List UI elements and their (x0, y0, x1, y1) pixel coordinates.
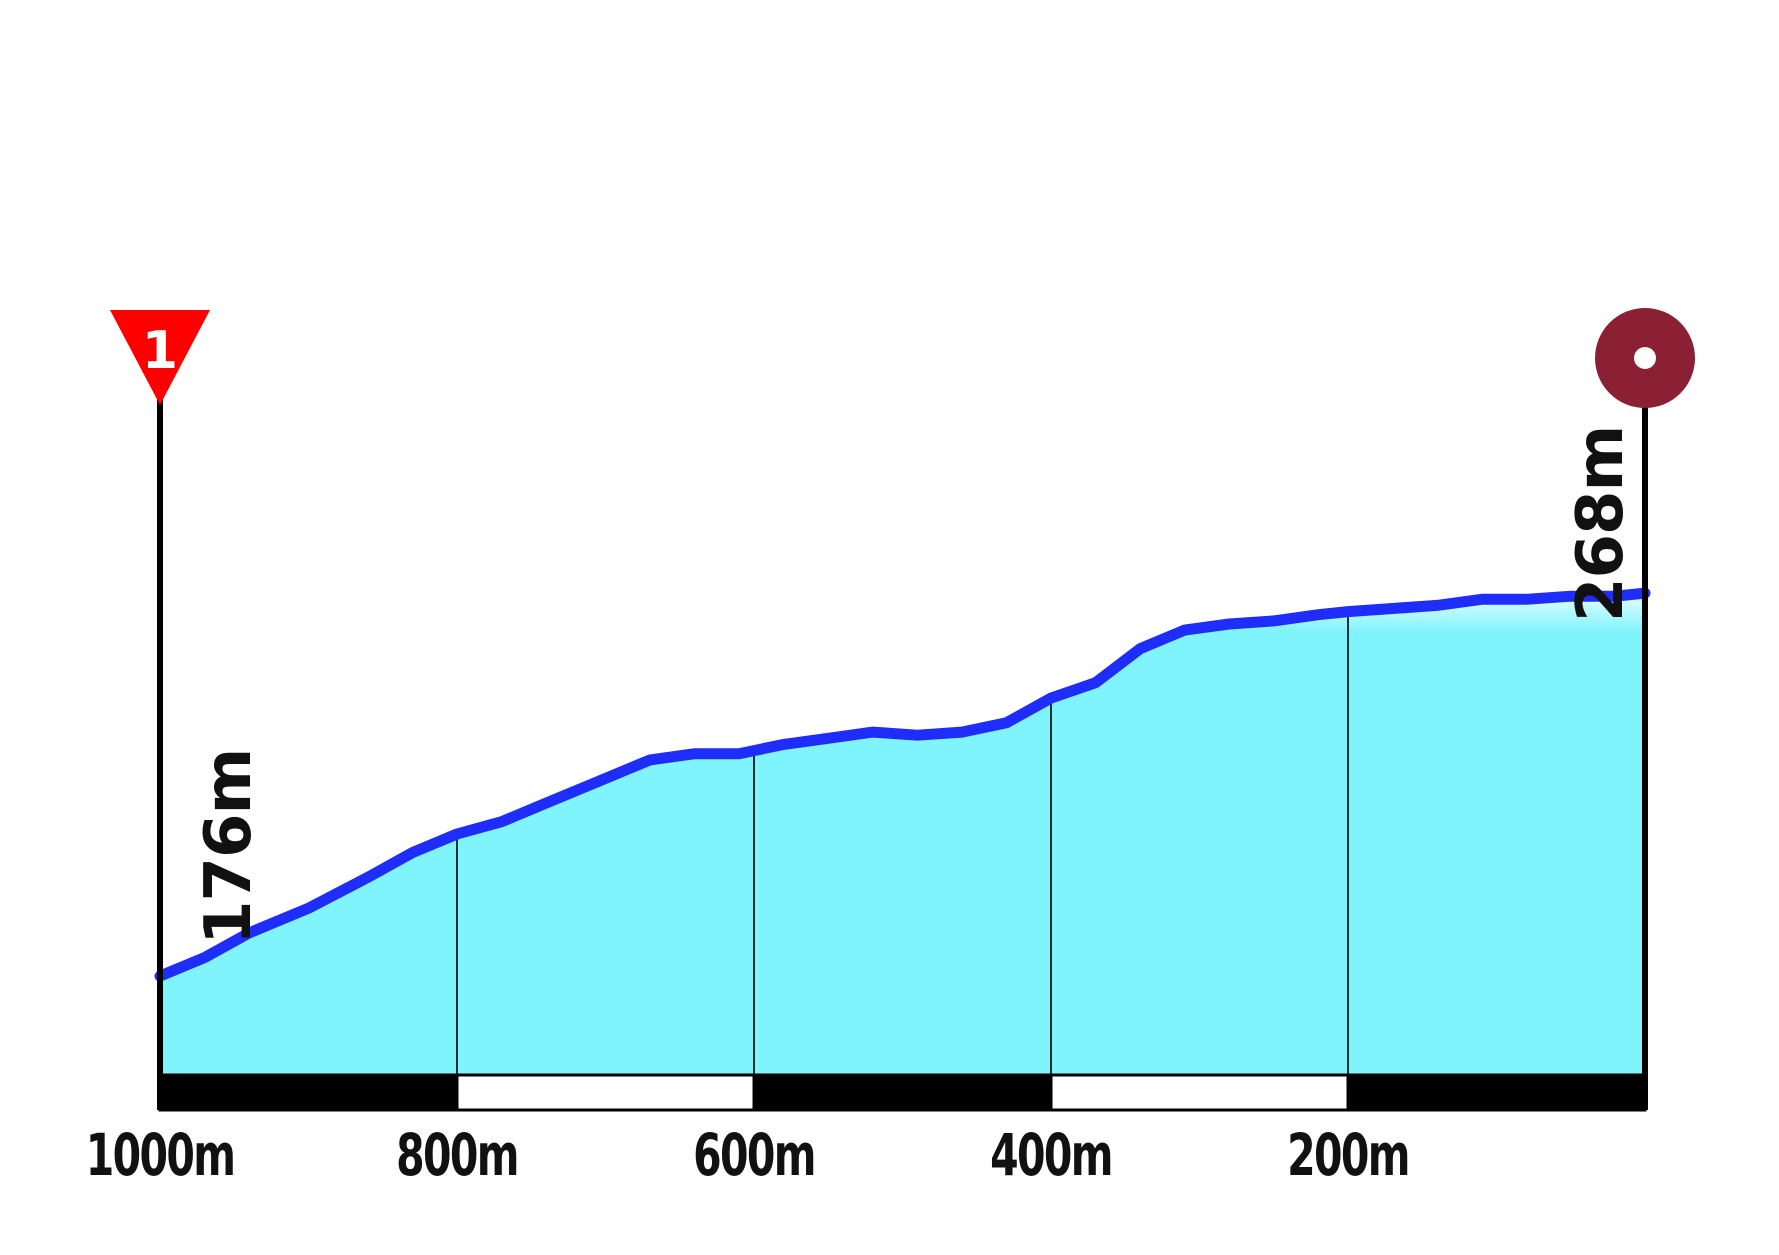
start-marker-label: 1 (142, 321, 178, 381)
finish-dot-icon (1634, 347, 1656, 369)
distance-banner (158, 1073, 1647, 1112)
tick-label-800: 800m (396, 1122, 518, 1189)
banner-segment-800 (455, 1073, 756, 1112)
banner-segment-600 (752, 1073, 1053, 1112)
elevation-area (160, 593, 1645, 1075)
x-axis-tick-labels: 1000m 800m 600m 400m 200m (86, 1122, 1411, 1189)
tick-label-400: 400m (990, 1122, 1112, 1189)
banner-segment-400 (1049, 1073, 1350, 1112)
markers-layer: 1 (110, 308, 1695, 408)
distance-dividers (456, 611, 1349, 1075)
tick-label-200: 200m (1287, 1122, 1409, 1189)
elevation-area-layer (160, 593, 1645, 1075)
tick-label-600: 600m (693, 1122, 815, 1189)
finish-elevation-label: 268m (1564, 426, 1638, 622)
elevation-line-layer (154, 587, 1651, 982)
start-elevation-label: 176m (192, 749, 266, 945)
finish-marker (1595, 308, 1695, 408)
banner-segment-200 (1346, 1073, 1647, 1112)
banner-segment-1000 (158, 1073, 459, 1112)
axis-layer (157, 380, 1648, 1110)
elevation-line (154, 587, 1651, 982)
start-marker: 1 (110, 310, 210, 405)
tick-label-1000: 1000m (86, 1122, 235, 1189)
start-triangle-icon (110, 310, 210, 405)
elevation-annotations: 176m 268m (192, 426, 1638, 945)
